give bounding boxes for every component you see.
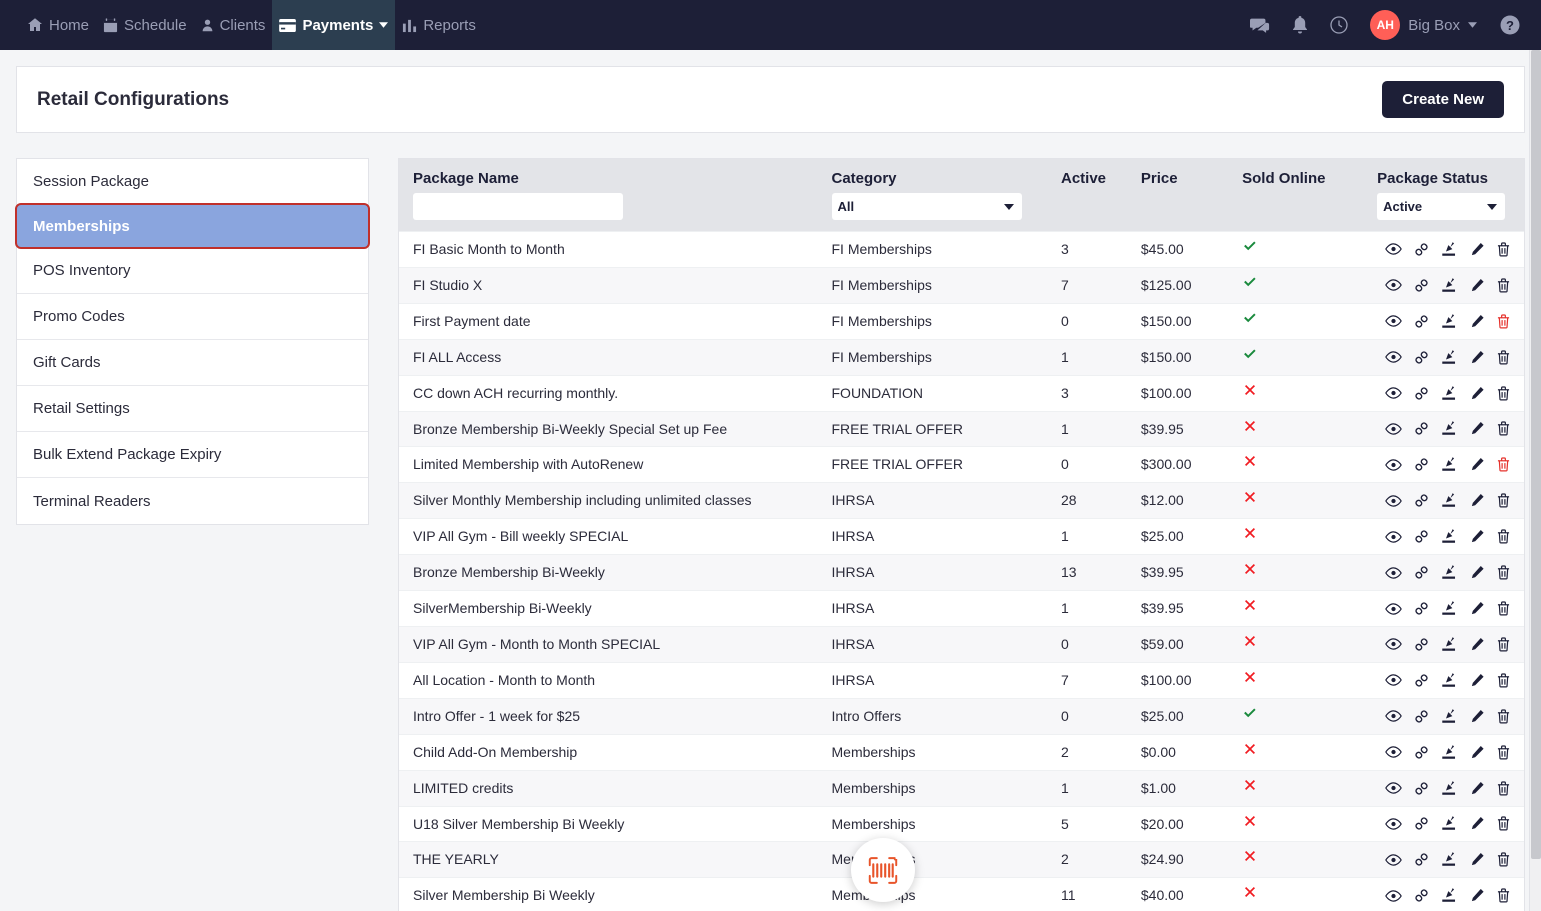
svg-text:?: ? [1506,18,1514,33]
